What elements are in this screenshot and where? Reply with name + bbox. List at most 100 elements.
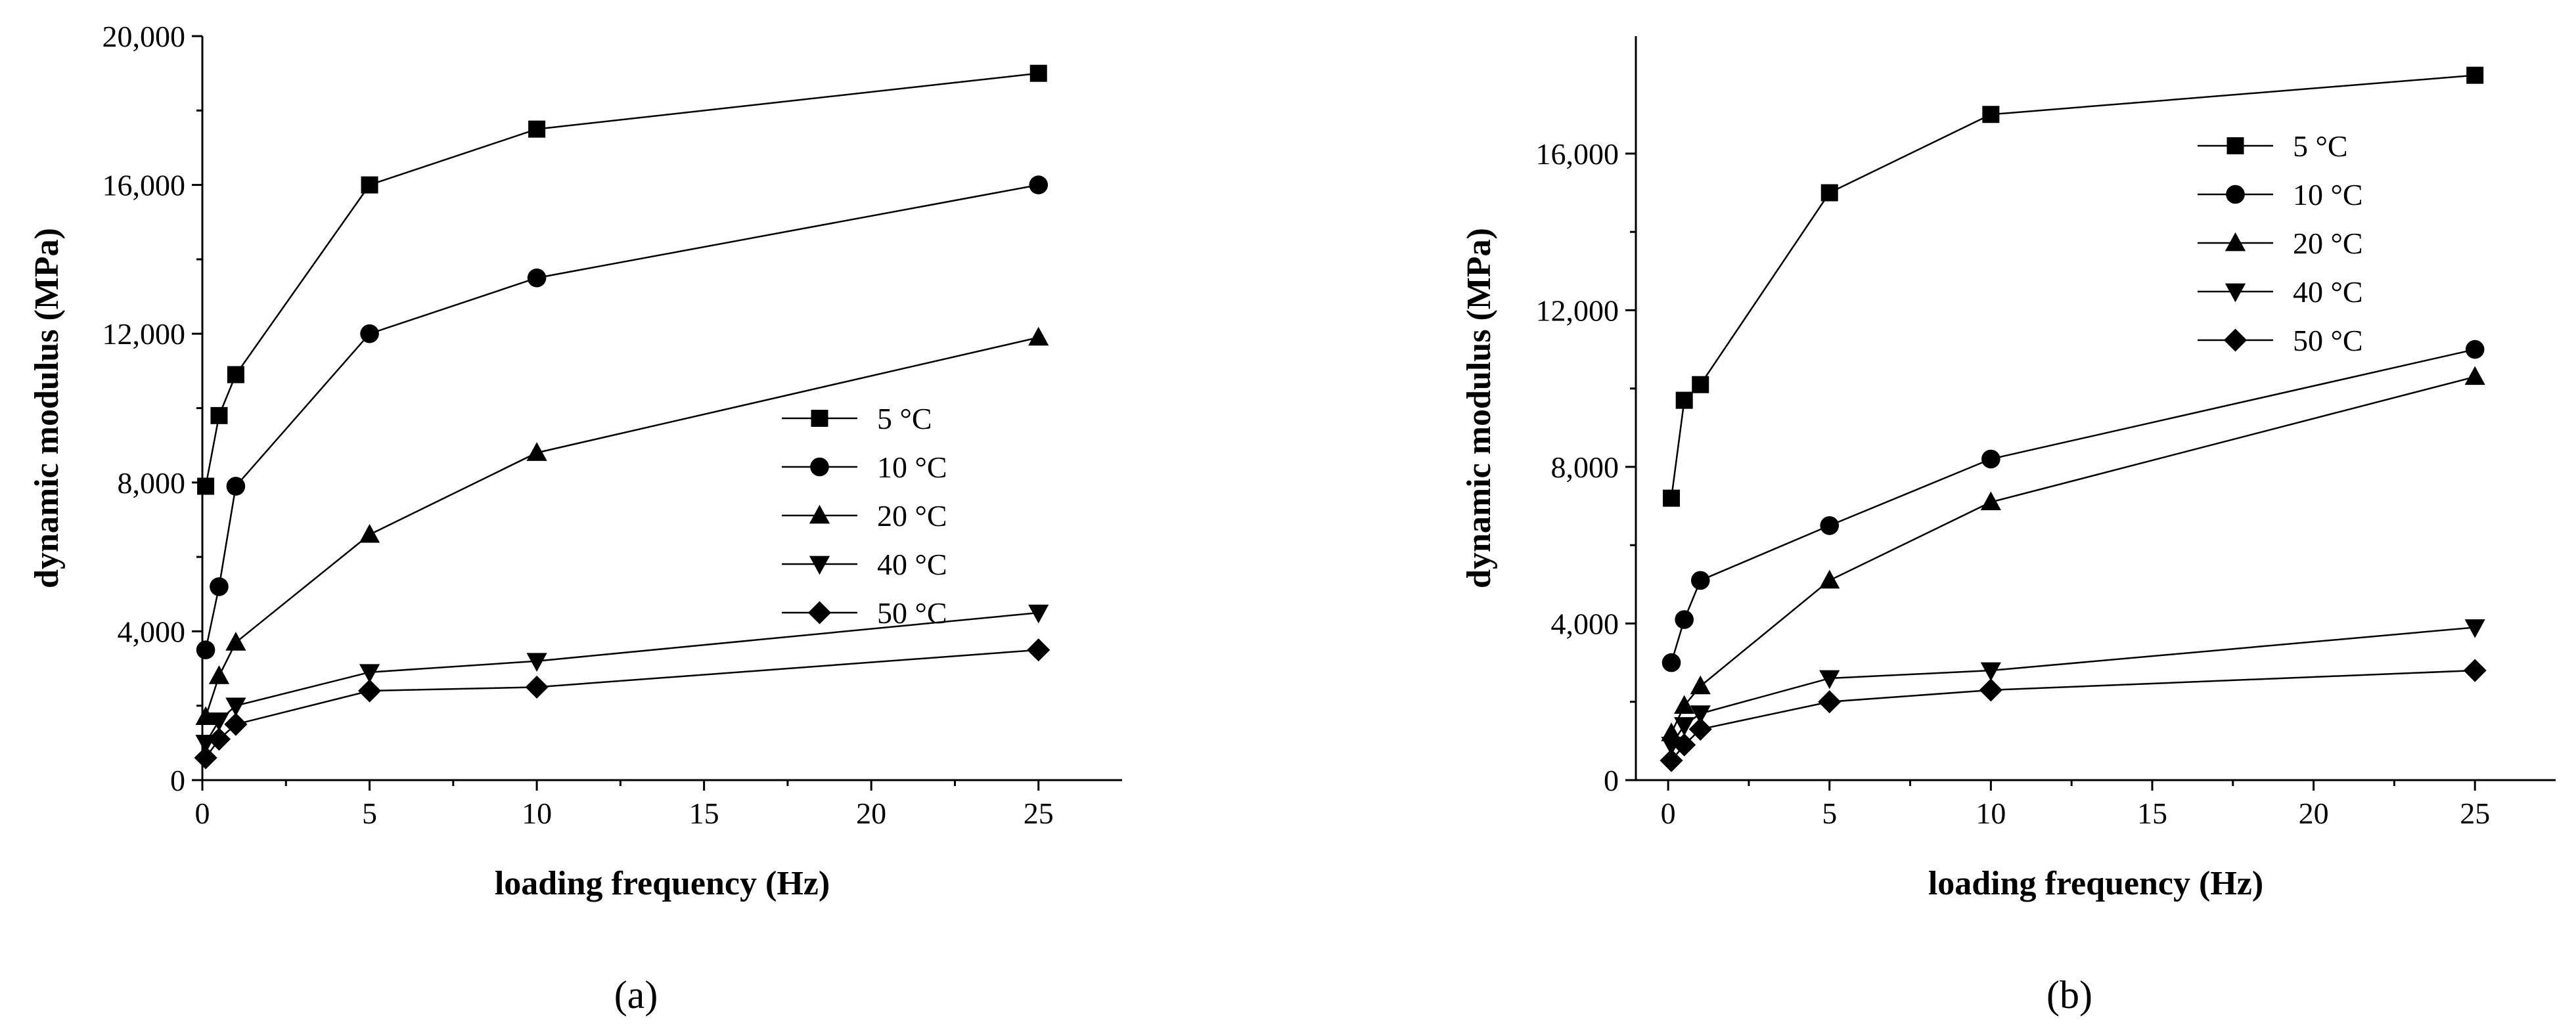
data-point bbox=[1675, 610, 1694, 629]
data-point bbox=[1979, 678, 2002, 702]
data-point bbox=[1661, 653, 1681, 672]
legend-label: 5 °C bbox=[877, 402, 932, 435]
data-point bbox=[210, 577, 229, 596]
data-point bbox=[208, 712, 230, 732]
data-point bbox=[1819, 670, 1840, 690]
data-point bbox=[1820, 516, 1840, 535]
data-point bbox=[1981, 449, 2000, 469]
legend-marker bbox=[809, 556, 830, 575]
legend-label: 10 °C bbox=[877, 450, 947, 484]
chart-panel-b: 0 4,000 8,000 12,000 16,000 0 5 10 15 20 25 dynamic… bbox=[1460, 36, 2556, 1017]
y-tick-label: 0 bbox=[170, 764, 185, 797]
panel-caption: (b) bbox=[2046, 973, 2092, 1017]
data-point bbox=[1029, 64, 1047, 82]
series-line bbox=[1671, 669, 2475, 761]
legend-marker bbox=[809, 504, 830, 524]
data-point bbox=[1660, 749, 1683, 772]
legend-label: 20 °C bbox=[2293, 227, 2363, 260]
data-point bbox=[197, 477, 215, 495]
y-tick-label: 12,000 bbox=[102, 317, 186, 351]
data-point bbox=[2463, 659, 2487, 682]
data-point bbox=[227, 366, 244, 383]
chart-panel-a: 0 4,000 8,000 12,000 16,000 20,000 0 5 10 15 20 25 d… bbox=[28, 20, 1122, 1017]
data-point bbox=[1818, 690, 1842, 714]
x-tick-label: 15 bbox=[689, 797, 719, 830]
x-tick-label: 15 bbox=[2137, 797, 2167, 830]
legend-marker bbox=[807, 601, 832, 624]
legend: 5 °C 10 °C 20 °C 40 °C 50 °C bbox=[782, 402, 947, 630]
legend-label: 40 °C bbox=[877, 548, 947, 581]
data-point bbox=[1673, 733, 1696, 756]
legend-marker bbox=[2226, 185, 2245, 204]
data-point bbox=[210, 406, 228, 424]
legend-label: 10 °C bbox=[2293, 178, 2363, 211]
x-tick-label: 10 bbox=[522, 797, 552, 830]
data-point bbox=[196, 640, 215, 660]
x-tick-label: 25 bbox=[2460, 797, 2490, 830]
data-point bbox=[1690, 675, 1711, 695]
data-point bbox=[226, 477, 246, 496]
data-point bbox=[1692, 376, 1709, 393]
data-point bbox=[1027, 638, 1051, 662]
data-point bbox=[357, 679, 382, 703]
y-tick-label: 16,000 bbox=[102, 169, 186, 202]
data-point bbox=[195, 706, 216, 726]
legend-marker bbox=[810, 457, 829, 477]
x-tick-label: 20 bbox=[856, 797, 886, 830]
x-tick-label: 0 bbox=[1661, 797, 1676, 830]
data-point bbox=[225, 697, 246, 716]
data-point bbox=[2464, 619, 2485, 638]
series-line bbox=[204, 72, 1039, 487]
x-tick-label: 0 bbox=[195, 797, 210, 830]
legend: 5 °C 10 °C 20 °C 40 °C 50 °C bbox=[2198, 129, 2363, 357]
data-point bbox=[1982, 106, 2000, 123]
data-point bbox=[1820, 184, 1838, 202]
y-tick-label: 8,000 bbox=[1551, 450, 1619, 484]
y-axis-title: dynamic modulus (MPa) bbox=[1460, 228, 1498, 588]
y-tick-label: 4,000 bbox=[118, 615, 186, 648]
y-tick-label: 8,000 bbox=[118, 466, 186, 500]
series-line bbox=[1670, 376, 2475, 733]
series-line bbox=[205, 611, 1039, 743]
data-point bbox=[1028, 326, 1049, 346]
data-point bbox=[361, 176, 378, 194]
y-axis-title: dynamic modulus (MPa) bbox=[28, 228, 66, 588]
data-point bbox=[527, 268, 547, 288]
data-point bbox=[2465, 339, 2485, 359]
y-tick-label: 0 bbox=[1604, 764, 1619, 797]
data-point bbox=[360, 324, 379, 343]
legend-marker bbox=[811, 410, 828, 427]
axis-lines bbox=[1635, 36, 2556, 781]
data-point bbox=[1029, 175, 1049, 194]
data-point bbox=[1663, 489, 1681, 507]
data-point bbox=[225, 632, 246, 651]
data-point bbox=[208, 665, 230, 684]
y-tick-label: 20,000 bbox=[102, 20, 186, 53]
data-point bbox=[526, 442, 547, 461]
legend-label: 20 °C bbox=[877, 499, 947, 533]
series-line bbox=[1670, 348, 2475, 663]
data-point bbox=[1980, 662, 2001, 682]
data-point bbox=[1674, 695, 1695, 714]
series-line bbox=[204, 184, 1039, 650]
legend-label: 40 °C bbox=[2293, 275, 2363, 309]
x-tick-label: 25 bbox=[1024, 797, 1054, 830]
y-tick-label: 4,000 bbox=[1551, 607, 1619, 640]
data-point bbox=[207, 728, 231, 751]
y-tick-label: 12,000 bbox=[1536, 294, 1619, 327]
data-point bbox=[1028, 604, 1049, 624]
legend-label: 50 °C bbox=[2293, 324, 2363, 357]
x-axis-title: loading frequency (Hz) bbox=[495, 865, 830, 902]
series-line bbox=[1670, 74, 2475, 498]
data-point bbox=[1819, 569, 1840, 589]
legend-marker bbox=[2225, 232, 2246, 252]
axis-lines bbox=[201, 36, 1122, 781]
data-point bbox=[224, 712, 248, 736]
data-point bbox=[525, 675, 549, 699]
data-point bbox=[194, 746, 217, 770]
legend-marker bbox=[2223, 328, 2248, 352]
legend-marker bbox=[2225, 283, 2246, 303]
data-point bbox=[526, 653, 547, 672]
x-tick-label: 10 bbox=[1976, 797, 2006, 830]
